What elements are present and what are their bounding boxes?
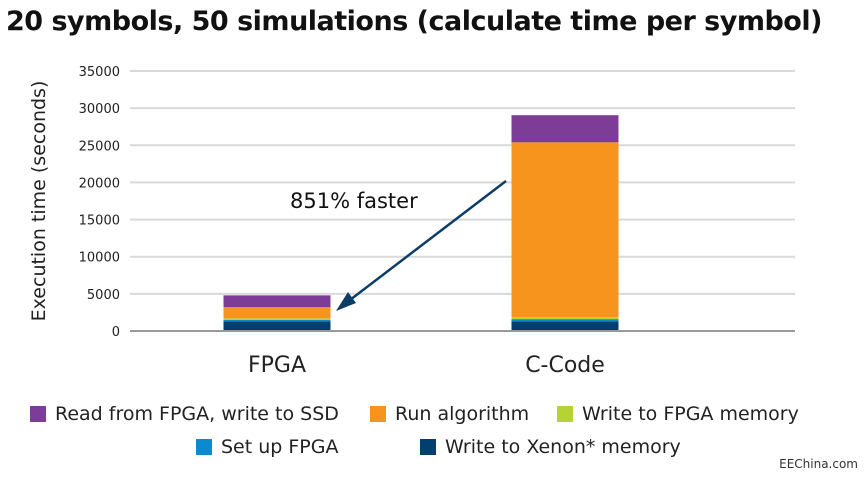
legend-item: Write to FPGA memory [557, 403, 799, 425]
bar-segment [511, 319, 619, 322]
annotation-arrow [345, 180, 507, 304]
annotation-text: 851% faster [290, 189, 418, 213]
y-tick-label: 35000 [79, 65, 120, 80]
legend-item: Read from FPGA, write to SSD [30, 403, 339, 425]
legend-swatch [420, 439, 436, 455]
legend-label: Write to Xenon* memory [445, 436, 681, 458]
legend-swatch [196, 439, 212, 455]
legend-swatch [557, 406, 573, 422]
bar-segment [223, 318, 331, 320]
bar-segment [223, 319, 331, 322]
legend-item: Set up FPGA [196, 436, 339, 458]
legend-label: Read from FPGA, write to SSD [55, 403, 339, 425]
y-axis-label: Execution time (seconds) [28, 81, 50, 322]
legend-item: Write to Xenon* memory [420, 436, 681, 458]
y-tick-label: 25000 [79, 139, 120, 154]
bar-segment [511, 142, 619, 318]
y-tick-label: 30000 [79, 102, 120, 117]
legend-label: Run algorithm [395, 403, 530, 425]
bar-segment [511, 317, 619, 320]
y-tick-label: 10000 [79, 251, 120, 266]
bar-segment [223, 295, 331, 308]
bar-segment [511, 321, 619, 331]
x-tick-label: FPGA [248, 353, 306, 378]
arrowhead-icon [336, 292, 356, 311]
y-tick-label: 0 [112, 325, 120, 340]
y-tick-label: 15000 [79, 214, 120, 229]
legend-swatch [370, 406, 386, 422]
legend-label: Set up FPGA [221, 436, 339, 458]
chart-title: 20 symbols, 50 simulations (calculate ti… [6, 6, 822, 37]
y-tick-label: 5000 [87, 288, 120, 303]
bar-segment [223, 307, 331, 319]
legend-item: Run algorithm [370, 403, 529, 425]
bar-segment [511, 115, 619, 143]
x-tick-label: C-Code [525, 353, 605, 378]
bar-segment [223, 321, 331, 331]
legend-swatch [30, 406, 46, 422]
y-tick-label: 20000 [79, 176, 120, 191]
watermark: EEChina.com [779, 457, 858, 471]
legend-label: Write to FPGA memory [582, 403, 799, 425]
